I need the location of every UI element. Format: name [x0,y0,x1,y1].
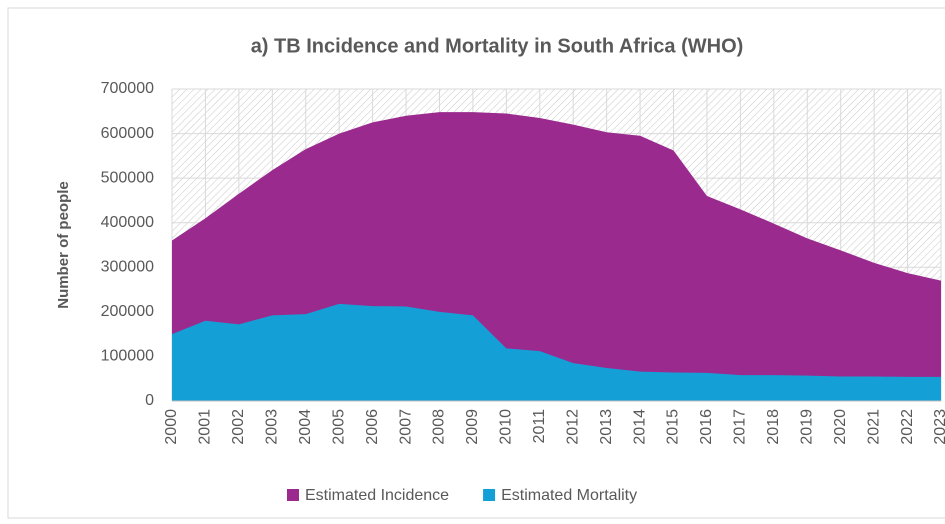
area [172,303,941,401]
y-tick-label: 100000 [101,348,154,365]
x-tick-label: 2019 [798,409,815,445]
x-tick-label: 2005 [330,409,347,445]
x-tick-label: 2018 [765,409,782,445]
x-tick-label: 2006 [364,409,381,445]
y-tick-label: 400000 [101,214,154,231]
x-tick-label: 2000 [163,409,180,445]
legend-label: Estimated Mortality [501,487,637,504]
x-tick-label: 2004 [297,409,314,445]
x-tick-label: 2016 [698,409,715,445]
x-tick-label: 2015 [665,409,682,445]
chart-title: a) TB Incidence and Mortality in South A… [251,35,744,57]
x-tick-label: 2003 [264,409,281,445]
x-tick-label: 2014 [631,409,648,445]
y-tick-label: 200000 [101,303,154,320]
x-tick-label: 2023 [932,409,945,445]
y-axis-label: Number of people [55,181,72,309]
x-tick-label: 2021 [865,409,882,445]
x-tick-label: 2010 [498,409,515,445]
x-tick-label: 2009 [464,409,481,445]
x-tick-label: 2013 [598,409,615,445]
y-tick-label: 0 [145,392,154,409]
legend-swatch [483,489,496,501]
x-tick-label: 2008 [431,409,448,445]
x-tick-label: 2002 [230,409,247,445]
y-tick-label: 300000 [101,259,154,276]
x-tick-label: 2020 [832,409,849,445]
x-tick-label: 2007 [397,409,414,445]
x-tick-label: 2001 [197,409,214,445]
y-tick-label: 500000 [101,169,154,186]
legend-swatch [287,489,299,501]
y-tick-label: 600000 [101,125,154,142]
legend-label: Estimated Incidence [305,487,449,504]
y-tick-label: 700000 [101,80,154,97]
x-tick-label: 2011 [531,409,548,444]
x-tick-label: 2017 [732,409,749,445]
x-tick-label: 2022 [899,409,916,445]
x-tick-label: 2012 [564,409,581,445]
